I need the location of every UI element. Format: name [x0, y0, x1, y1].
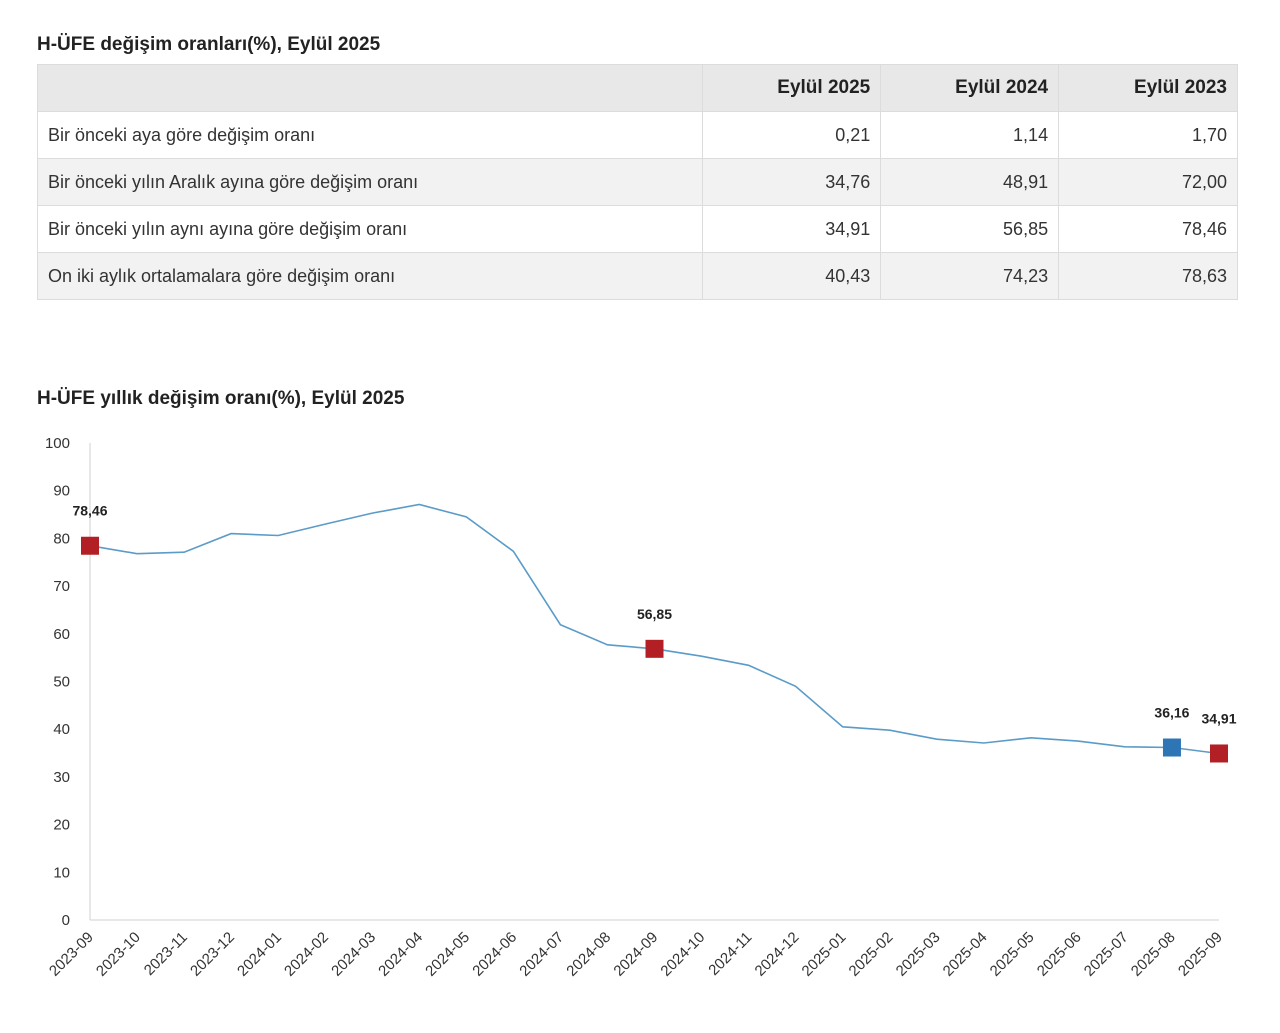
x-tick-label: 2024-06 [469, 929, 520, 980]
x-tick-label: 2025-08 [1128, 929, 1179, 980]
cell-value: 34,76 [702, 158, 882, 206]
data-label: 78,46 [72, 503, 107, 519]
x-tick-label: 2024-02 [281, 929, 332, 980]
row-label: On iki aylık ortalamalara göre değişim o… [36, 252, 704, 300]
data-point-marker [1162, 738, 1181, 757]
x-tick-label: 2024-04 [375, 929, 426, 980]
x-tick-label: 2023-11 [141, 929, 191, 979]
y-tick-label: 20 [53, 817, 70, 834]
cell-value: 78,46 [1058, 205, 1238, 253]
header-eylul-2025: Eylül 2025 [702, 64, 882, 112]
x-tick-label: 2025-05 [987, 929, 1038, 980]
x-tick-label: 2024-10 [657, 929, 708, 980]
data-point-marker [1210, 744, 1228, 763]
y-tick-label: 80 [53, 530, 70, 547]
cell-value: 74,23 [880, 252, 1060, 300]
x-tick-label: 2023-12 [187, 929, 238, 980]
y-tick-label: 10 [53, 864, 70, 881]
header-eylul-2023: Eylül 2023 [1058, 64, 1238, 112]
rates-table: Eylül 2025 Eylül 2024 Eylül 2023 Bir önc… [36, 64, 1238, 300]
cell-value: 0,21 [702, 111, 882, 159]
y-tick-label: 40 [53, 721, 70, 738]
x-tick-label: 2024-03 [328, 929, 379, 980]
x-tick-label: 2024-05 [422, 929, 473, 980]
cell-value: 1,14 [880, 111, 1060, 159]
data-point-marker [645, 639, 664, 658]
x-tick-label: 2025-02 [846, 929, 897, 980]
x-tick-label: 2025-07 [1081, 929, 1132, 980]
data-point-marker [81, 536, 99, 555]
data-label: 36,16 [1154, 705, 1189, 721]
chart-title: H-ÜFE yıllık değişim oranı(%), Eylül 202… [37, 388, 405, 409]
cell-value: 1,70 [1058, 111, 1238, 159]
table-row: On iki aylık ortalamalara göre değişim o… [36, 252, 1238, 300]
line-chart: 01020304050607080901002023-092023-102023… [45, 435, 1237, 980]
table-row: Bir önceki aya göre değişim oranı 0,21 1… [36, 111, 1238, 159]
x-tick-label: 2024-12 [751, 929, 802, 980]
cell-value: 34,91 [702, 205, 882, 253]
x-tick-label: 2023-09 [46, 929, 97, 980]
cell-value: 40,43 [702, 252, 882, 300]
header-eylul-2024: Eylül 2024 [880, 64, 1060, 112]
row-label: Bir önceki aya göre değişim oranı [36, 111, 704, 159]
y-tick-label: 0 [62, 912, 70, 929]
x-tick-label: 2024-01 [234, 929, 285, 980]
cell-value: 78,63 [1058, 252, 1238, 300]
data-label: 34,91 [1201, 710, 1236, 726]
cell-value: 72,00 [1058, 158, 1238, 206]
series-line [89, 503, 1220, 755]
x-tick-label: 2025-09 [1175, 929, 1226, 980]
x-tick-label: 2025-03 [893, 929, 944, 980]
table-header-row: Eylül 2025 Eylül 2024 Eylül 2023 [36, 64, 1238, 112]
table-row: Bir önceki yılın aynı ayına göre değişim… [36, 205, 1238, 253]
data-label: 56,85 [637, 606, 672, 622]
y-tick-label: 30 [53, 769, 70, 786]
x-tick-label: 2024-11 [705, 929, 755, 979]
row-label: Bir önceki yılın Aralık ayına göre değiş… [36, 158, 704, 206]
y-tick-label: 50 [53, 674, 70, 691]
row-label: Bir önceki yılın aynı ayına göre değişim… [36, 205, 704, 253]
x-tick-label: 2023-10 [93, 929, 144, 980]
x-tick-label: 2025-04 [940, 929, 991, 980]
table-title: H-ÜFE değişim oranları(%), Eylül 2025 [37, 34, 381, 55]
cell-value: 56,85 [880, 205, 1060, 253]
y-tick-label: 90 [53, 483, 70, 500]
x-tick-label: 2024-07 [516, 929, 567, 980]
y-tick-label: 100 [45, 435, 70, 452]
x-tick-label: 2024-09 [610, 929, 661, 980]
cell-value: 48,91 [880, 158, 1060, 206]
x-tick-label: 2024-08 [563, 929, 614, 980]
y-tick-label: 70 [53, 578, 70, 595]
x-tick-label: 2025-01 [799, 929, 850, 980]
y-tick-label: 60 [53, 626, 70, 643]
header-empty [36, 64, 704, 112]
x-tick-label: 2025-06 [1034, 929, 1085, 980]
table-row: Bir önceki yılın Aralık ayına göre değiş… [36, 158, 1238, 206]
